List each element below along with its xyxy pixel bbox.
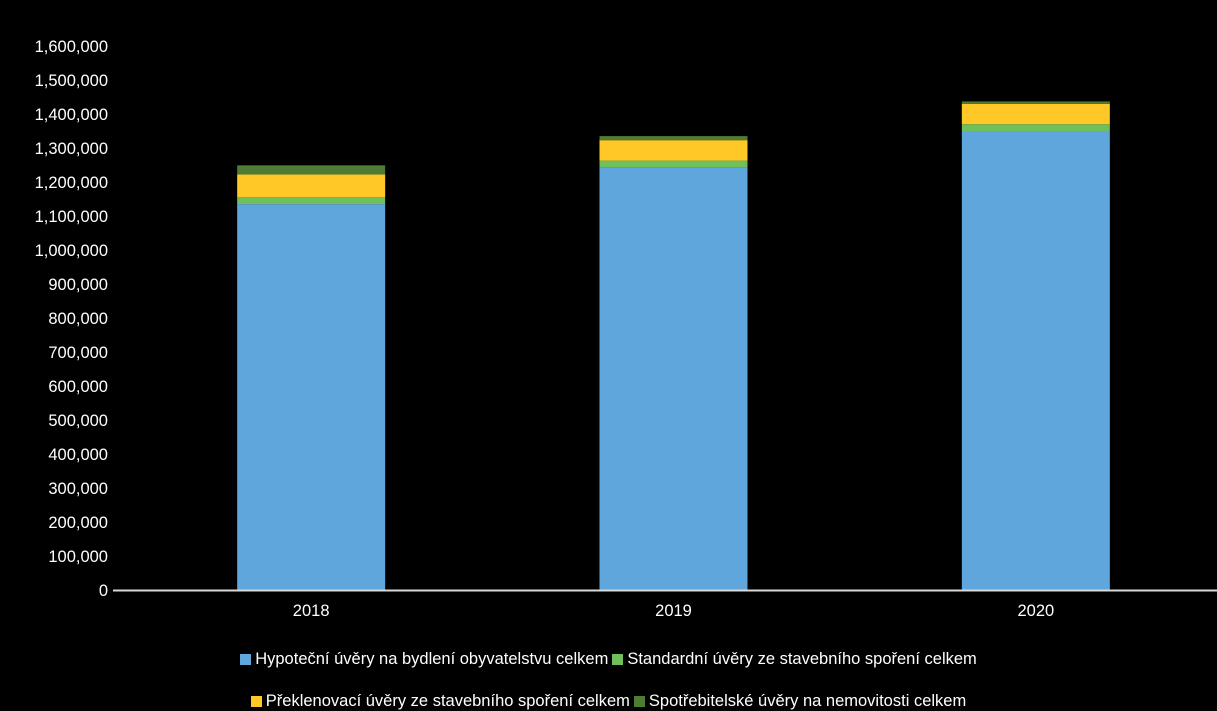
bar-segment-2019-3: [600, 136, 748, 140]
bar-segment-2020-1: [962, 124, 1110, 131]
bar-segment-2019-0: [600, 167, 748, 590]
x-axis-tick-labels: 2018 2019 2020: [293, 602, 1054, 620]
bar-segment-2020-0: [962, 131, 1110, 590]
y-tick-label: 300,000: [48, 480, 108, 498]
legend-label-preklenovaci: Překlenovací úvěry ze stavebního spoření…: [266, 692, 630, 711]
bar-segment-2018-0: [237, 204, 385, 590]
bar-stacks: [237, 101, 1110, 590]
y-tick-label: 1,100,000: [35, 208, 108, 226]
y-tick-label: 1,300,000: [35, 140, 108, 158]
legend-swatch-spotrebitelske: [634, 696, 645, 707]
bar-segment-2019-2: [600, 140, 748, 160]
legend-swatch-hypotecni: [240, 654, 251, 665]
stacked-bar-chart: 0 100,000 200,000 300,000 400,000 500,000 600,…: [0, 0, 1217, 640]
bar-segment-2018-3: [237, 165, 385, 174]
y-tick-label: 600,000: [48, 378, 108, 396]
y-axis-tick-labels: 0 100,000 200,000 300,000 400,000 500,000 600,…: [35, 38, 108, 600]
x-tick-label-2019: 2019: [655, 602, 692, 620]
bar-segment-2020-2: [962, 104, 1110, 124]
bar-segment-2020-3: [962, 101, 1110, 103]
y-tick-label: 0: [99, 582, 108, 600]
y-tick-label: 1,400,000: [35, 106, 108, 124]
legend-swatch-standardni: [612, 654, 623, 665]
y-tick-label: 1,600,000: [35, 38, 108, 56]
legend-item-spotrebitelske: Spotřebitelské úvěry na nemovitosti celk…: [634, 692, 966, 711]
legend-label-hypotecni: Hypoteční úvěry na bydlení obyvatelstvu …: [255, 650, 608, 669]
y-tick-label: 1,200,000: [35, 174, 108, 192]
legend-label-spotrebitelske: Spotřebitelské úvěry na nemovitosti celk…: [649, 692, 966, 711]
bar-segment-2018-2: [237, 175, 385, 198]
y-tick-label: 200,000: [48, 514, 108, 532]
legend-item-preklenovaci: Překlenovací úvěry ze stavebního spoření…: [251, 692, 630, 711]
y-tick-label: 800,000: [48, 310, 108, 328]
y-tick-label: 1,000,000: [35, 242, 108, 260]
legend-swatch-preklenovaci: [251, 696, 262, 707]
bar-segment-2018-1: [237, 197, 385, 204]
x-tick-label-2018: 2018: [293, 602, 330, 620]
legend-item-standardni: Standardní úvěry ze stavebního spoření c…: [612, 650, 976, 669]
y-tick-label: 400,000: [48, 446, 108, 464]
y-tick-label: 1,500,000: [35, 72, 108, 90]
y-tick-label: 700,000: [48, 344, 108, 362]
legend-row-2: Překlenovací úvěry ze stavebního spoření…: [0, 692, 1217, 711]
y-tick-label: 500,000: [48, 412, 108, 430]
legend-row-1: Hypoteční úvěry na bydlení obyvatelstvu …: [0, 650, 1217, 669]
legend-item-hypotecni: Hypoteční úvěry na bydlení obyvatelstvu …: [240, 650, 608, 669]
y-tick-label: 900,000: [48, 276, 108, 294]
legend-label-standardni: Standardní úvěry ze stavebního spoření c…: [627, 650, 976, 669]
y-tick-label: 100,000: [48, 548, 108, 566]
x-tick-label-2020: 2020: [1017, 602, 1054, 620]
bar-segment-2019-1: [600, 161, 748, 168]
